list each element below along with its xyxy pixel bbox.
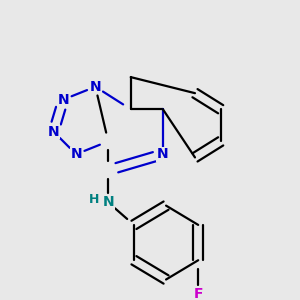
Text: N: N	[157, 147, 169, 161]
Text: F: F	[194, 287, 203, 300]
Text: N: N	[70, 147, 82, 161]
Text: N: N	[90, 80, 101, 94]
Text: N: N	[57, 93, 69, 106]
Text: N: N	[48, 125, 59, 139]
Text: H: H	[88, 193, 99, 206]
Text: N: N	[102, 195, 114, 209]
